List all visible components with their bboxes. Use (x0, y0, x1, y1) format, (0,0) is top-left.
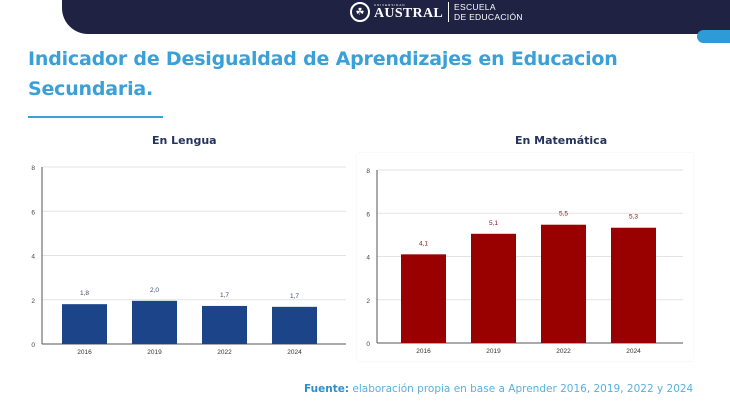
header-bar: ☘ UNIVERSIDAD AUSTRAL ESCUELA DE EDUCACI… (62, 0, 730, 34)
accent-pill (697, 30, 730, 43)
tree-emblem-icon: ☘ (350, 2, 370, 22)
y-tick-label: 4 (31, 254, 35, 261)
university-label: AUSTRAL (374, 5, 444, 21)
x-tick-label: 2022 (556, 348, 571, 355)
chart-matematica: 0 2 4 6 8 4,1 2016 5,1 2019 5,5 2022 5,3 2024 (357, 153, 693, 361)
chart-lengua: 0 2 4 6 8 1,8 2016 2,0 2019 1,7 2022 1,7 2024 (22, 155, 348, 360)
source-note: Fuente: elaboración propia en base a Apr… (304, 383, 693, 395)
y-tick-label: 8 (31, 165, 35, 172)
bar-2019 (471, 233, 516, 343)
university-small-label: UNIVERSIDAD (374, 2, 406, 7)
chart-lengua-svg: 0 2 4 6 8 1,8 2016 2,0 2019 1,7 2022 1,7 2024 (31, 165, 346, 356)
school-line-2: DE EDUCACIÓN (454, 12, 523, 22)
x-tick-label: 2024 (287, 349, 302, 356)
source-text: elaboración propia en base a Aprender 20… (349, 383, 694, 395)
data-label: 1,7 (220, 292, 229, 299)
x-tick-label: 2019 (147, 349, 162, 356)
school-line-1: ESCUELA (454, 2, 496, 12)
bar-2019 (132, 300, 177, 344)
bar-2024 (272, 306, 317, 344)
y-tick-label: 8 (366, 168, 370, 175)
logo-divider (448, 2, 450, 22)
data-label: 5,1 (489, 220, 498, 227)
y-tick-label: 2 (366, 298, 370, 305)
source-label: Fuente: (304, 383, 350, 395)
title-underline (28, 116, 163, 118)
chart-title-matematica: En Matemática (515, 134, 608, 147)
x-tick-label: 2016 (416, 348, 431, 355)
y-tick-label: 6 (31, 209, 35, 216)
page-title: Indicador de Desigualdad de Aprendizajes… (28, 48, 618, 100)
chart-title-lengua: En Lengua (152, 134, 217, 147)
bar-2016 (62, 304, 107, 344)
university-name: UNIVERSIDAD AUSTRAL (374, 2, 444, 21)
data-label: 4,1 (419, 240, 428, 247)
school-name: ESCUELA DE EDUCACIÓN (454, 2, 523, 22)
y-tick-label: 6 (366, 211, 370, 218)
x-tick-label: 2024 (626, 348, 641, 355)
data-label: 5,3 (629, 214, 638, 221)
data-label: 5,5 (559, 211, 568, 218)
x-tick-label: 2022 (217, 349, 232, 356)
bar-2022 (541, 224, 586, 343)
austral-logo: ☘ UNIVERSIDAD AUSTRAL ESCUELA DE EDUCACI… (350, 2, 523, 22)
data-label: 2,0 (150, 287, 159, 294)
bar-2016 (401, 254, 446, 343)
chart-matematica-svg: 0 2 4 6 8 4,1 2016 5,1 2019 5,5 2022 5,3 2024 (366, 168, 683, 355)
x-tick-label: 2016 (77, 349, 92, 356)
bar-2022 (202, 305, 247, 344)
x-tick-label: 2019 (486, 348, 501, 355)
y-tick-label: 4 (366, 255, 370, 262)
data-label: 1,8 (80, 290, 89, 297)
data-label: 1,7 (290, 293, 299, 300)
y-tick-label: 0 (366, 341, 370, 348)
y-tick-label: 2 (31, 298, 35, 305)
y-tick-label: 0 (31, 342, 35, 349)
bar-2024 (611, 227, 656, 343)
